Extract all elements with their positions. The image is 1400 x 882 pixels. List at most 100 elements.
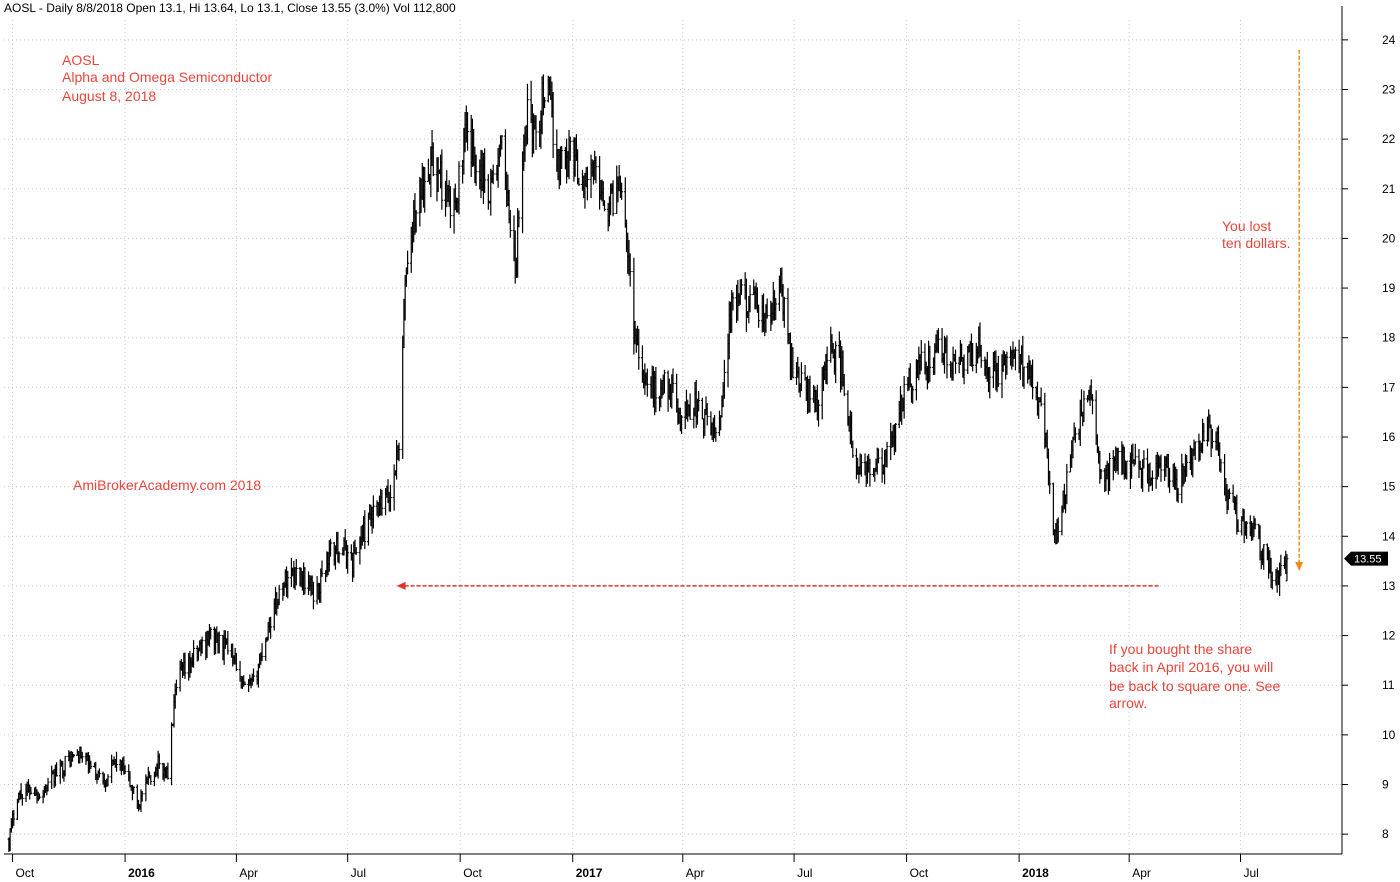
- ohlc-bar: [363, 510, 367, 550]
- ohlc-bar: [1193, 441, 1197, 460]
- ohlc-bar: [132, 786, 136, 794]
- last-price-label: 13.55: [1354, 554, 1382, 566]
- ohlc-bar: [774, 298, 778, 320]
- ohlc-bar: [123, 765, 127, 775]
- ohlc-bar: [1014, 346, 1017, 371]
- ohlc-bar: [380, 489, 384, 516]
- annotation-arrows: [396, 49, 1304, 590]
- ohlc-bar: [50, 765, 54, 790]
- y-tick-label: 9: [1382, 778, 1389, 792]
- ohlc-bar: [645, 368, 649, 397]
- ohlc-bar: [996, 355, 1000, 387]
- ohlc-bar: [269, 616, 273, 639]
- y-tick-label: 13: [1382, 579, 1396, 593]
- x-tick-label: Oct: [910, 866, 929, 880]
- ohlc-bar: [817, 399, 820, 427]
- watermark: AmiBrokerAcademy.com 2018: [73, 477, 261, 493]
- ohlc-bar: [637, 328, 641, 370]
- ohlc-bar: [89, 760, 93, 769]
- ohlc-bar: [1228, 488, 1231, 500]
- y-tick-label: 20: [1382, 231, 1396, 245]
- ohlc-bar: [902, 376, 906, 419]
- ohlc-bar: [483, 148, 487, 193]
- ohlc-bar: [782, 296, 786, 328]
- ohlc-bar: [486, 174, 490, 210]
- ohlc-bar: [1262, 544, 1266, 570]
- lost-annotation: You lost ten dollars.: [1222, 218, 1290, 251]
- ohlc-bar: [791, 347, 795, 379]
- ohlc-bar: [919, 339, 923, 371]
- x-tick-label: Jul: [1243, 866, 1258, 880]
- bought-line: arrow.: [1109, 695, 1147, 711]
- ohlc-bar: [55, 762, 58, 777]
- ohlc-bar: [1116, 447, 1120, 475]
- x-tick-label: Oct: [16, 866, 35, 880]
- vertical-arrow-head: [1295, 562, 1304, 572]
- title-annotation: AOSL Alpha and Omega Semiconductor Augus…: [62, 52, 272, 104]
- ohlc-bar: [936, 328, 940, 354]
- ohlc-bar: [72, 753, 76, 758]
- ohlc-bar: [234, 653, 238, 672]
- bought-line: back in April 2016, you will: [1109, 659, 1273, 675]
- ohlc-bar: [1039, 387, 1043, 407]
- ohlc-bar: [423, 167, 427, 213]
- ohlc-bar: [440, 149, 444, 210]
- ohlc-bar: [534, 115, 538, 150]
- ohlc-bar: [414, 210, 418, 233]
- ohlc-bar: [1125, 460, 1129, 480]
- ohlc-bar: [714, 427, 718, 442]
- ohlc-bar: [543, 97, 546, 109]
- ohlc-bar: [1065, 463, 1069, 505]
- ohlc-bar: [851, 440, 855, 458]
- ohlc-bar: [252, 668, 255, 682]
- ohlc-bar: [157, 753, 161, 769]
- ohlc-bar: [1005, 351, 1009, 375]
- ohlc-bar: [757, 304, 761, 328]
- ohlc-bar: [585, 166, 589, 201]
- ohlc-bar: [346, 545, 350, 574]
- lost-line: ten dollars.: [1222, 235, 1290, 251]
- ohlc-bar: [115, 751, 118, 772]
- ohlc-bar: [170, 722, 173, 786]
- ohlc-bar: [175, 679, 178, 696]
- ohlc-bar: [526, 83, 529, 145]
- ohlc-bar: [1073, 427, 1077, 443]
- y-axis: 8 9 10 11 12 13 14 15 16 17 18 19 20 21 22 23 24: [1341, 6, 1396, 854]
- x-tick-label: Apr: [239, 866, 258, 880]
- ohlc-bar: [12, 809, 16, 826]
- ohlc-bar: [859, 454, 863, 477]
- ohlc-bar: [1245, 521, 1249, 540]
- price-bars: [7, 74, 1289, 852]
- ohlc-bar: [80, 751, 84, 763]
- ohlc-bar: [1253, 518, 1257, 530]
- y-tick-label: 17: [1382, 380, 1396, 394]
- ohlc-bar: [217, 631, 221, 654]
- ohlc-bar: [560, 145, 564, 169]
- ohlc-bar: [1133, 443, 1137, 465]
- ohlc-bar: [697, 390, 701, 412]
- y-tick-label: 11: [1382, 678, 1395, 692]
- ohlc-bar: [106, 774, 110, 787]
- ohlc-bar: [680, 415, 683, 434]
- ohlc-bar: [731, 292, 735, 311]
- ohlc-bar: [1082, 390, 1086, 423]
- ohlc-bar: [397, 442, 401, 462]
- chart-header-info: AOSL - Daily 8/8/2018 Open 13.1, Hi 13.6…: [4, 1, 456, 15]
- y-tick-label: 8: [1382, 827, 1389, 841]
- ohlc-bar: [29, 786, 33, 795]
- ohlc-bar: [457, 161, 461, 215]
- ohlc-bar: [20, 794, 24, 806]
- y-tick-label: 24: [1382, 33, 1396, 47]
- ohlc-bar: [551, 92, 555, 159]
- last-price-tag-shape: [1344, 551, 1388, 566]
- horizontal-arrow-head: [396, 581, 406, 590]
- ohlc-bar: [911, 385, 915, 404]
- ohlc-bar: [1051, 482, 1055, 536]
- ohlc-bar: [1219, 458, 1223, 473]
- ohlc-bar: [1168, 467, 1171, 493]
- ohlc-bar: [337, 551, 341, 564]
- ohlc-bar: [517, 210, 521, 228]
- ohlc-bar: [508, 210, 512, 238]
- ohlc-bar: [243, 681, 247, 685]
- ohlc-bar: [1142, 450, 1146, 469]
